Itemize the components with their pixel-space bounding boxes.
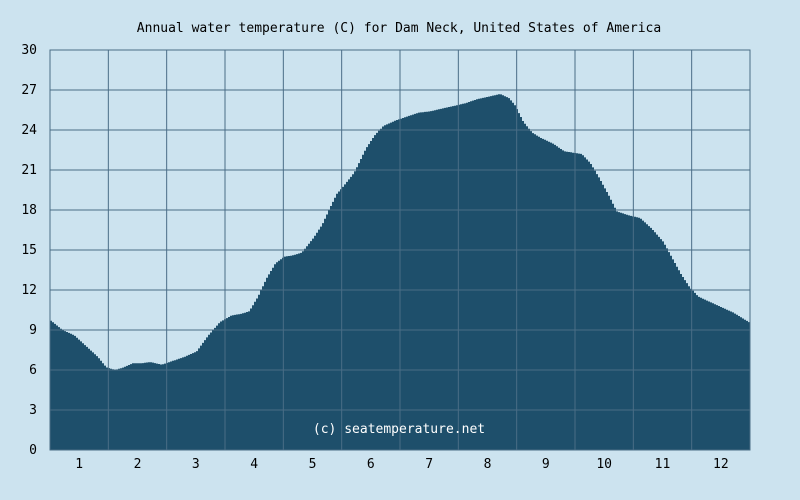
- x-tick-label: 1: [75, 457, 83, 472]
- y-tick-label: 6: [29, 363, 37, 378]
- y-tick-label: 27: [21, 83, 37, 98]
- y-tick-label: 30: [21, 43, 37, 58]
- x-tick-label: 9: [542, 457, 550, 472]
- x-tick-label: 11: [655, 457, 671, 472]
- x-tick-label: 8: [484, 457, 492, 472]
- x-tick-label: 12: [713, 457, 729, 472]
- x-tick-label: 5: [309, 457, 317, 472]
- x-tick-label: 10: [596, 457, 612, 472]
- plot-frame: [49, 49, 751, 451]
- y-tick-label: 21: [21, 163, 37, 178]
- y-tick-label: 15: [21, 243, 37, 258]
- y-tick-label: 0: [29, 443, 37, 458]
- x-tick-labels: 1 2 3 4 5 6 7 8 9 10 11 12: [75, 457, 728, 472]
- y-tick-labels: 0 3 6 9 12 15 18 21 24 27 30: [21, 43, 37, 458]
- y-tick-label: 3: [29, 403, 37, 418]
- y-tick-label: 9: [29, 323, 37, 338]
- x-tick-label: 2: [134, 457, 142, 472]
- chart-title: Annual water temperature (C) for Dam Nec…: [137, 21, 661, 36]
- y-tick-label: 12: [21, 283, 37, 298]
- x-tick-label: 4: [250, 457, 258, 472]
- y-tick-label: 24: [21, 123, 37, 138]
- watermark: (c) seatemperature.net: [313, 422, 485, 437]
- x-tick-label: 7: [425, 457, 433, 472]
- y-tick-label: 18: [21, 203, 37, 218]
- x-tick-label: 6: [367, 457, 375, 472]
- x-tick-label: 3: [192, 457, 200, 472]
